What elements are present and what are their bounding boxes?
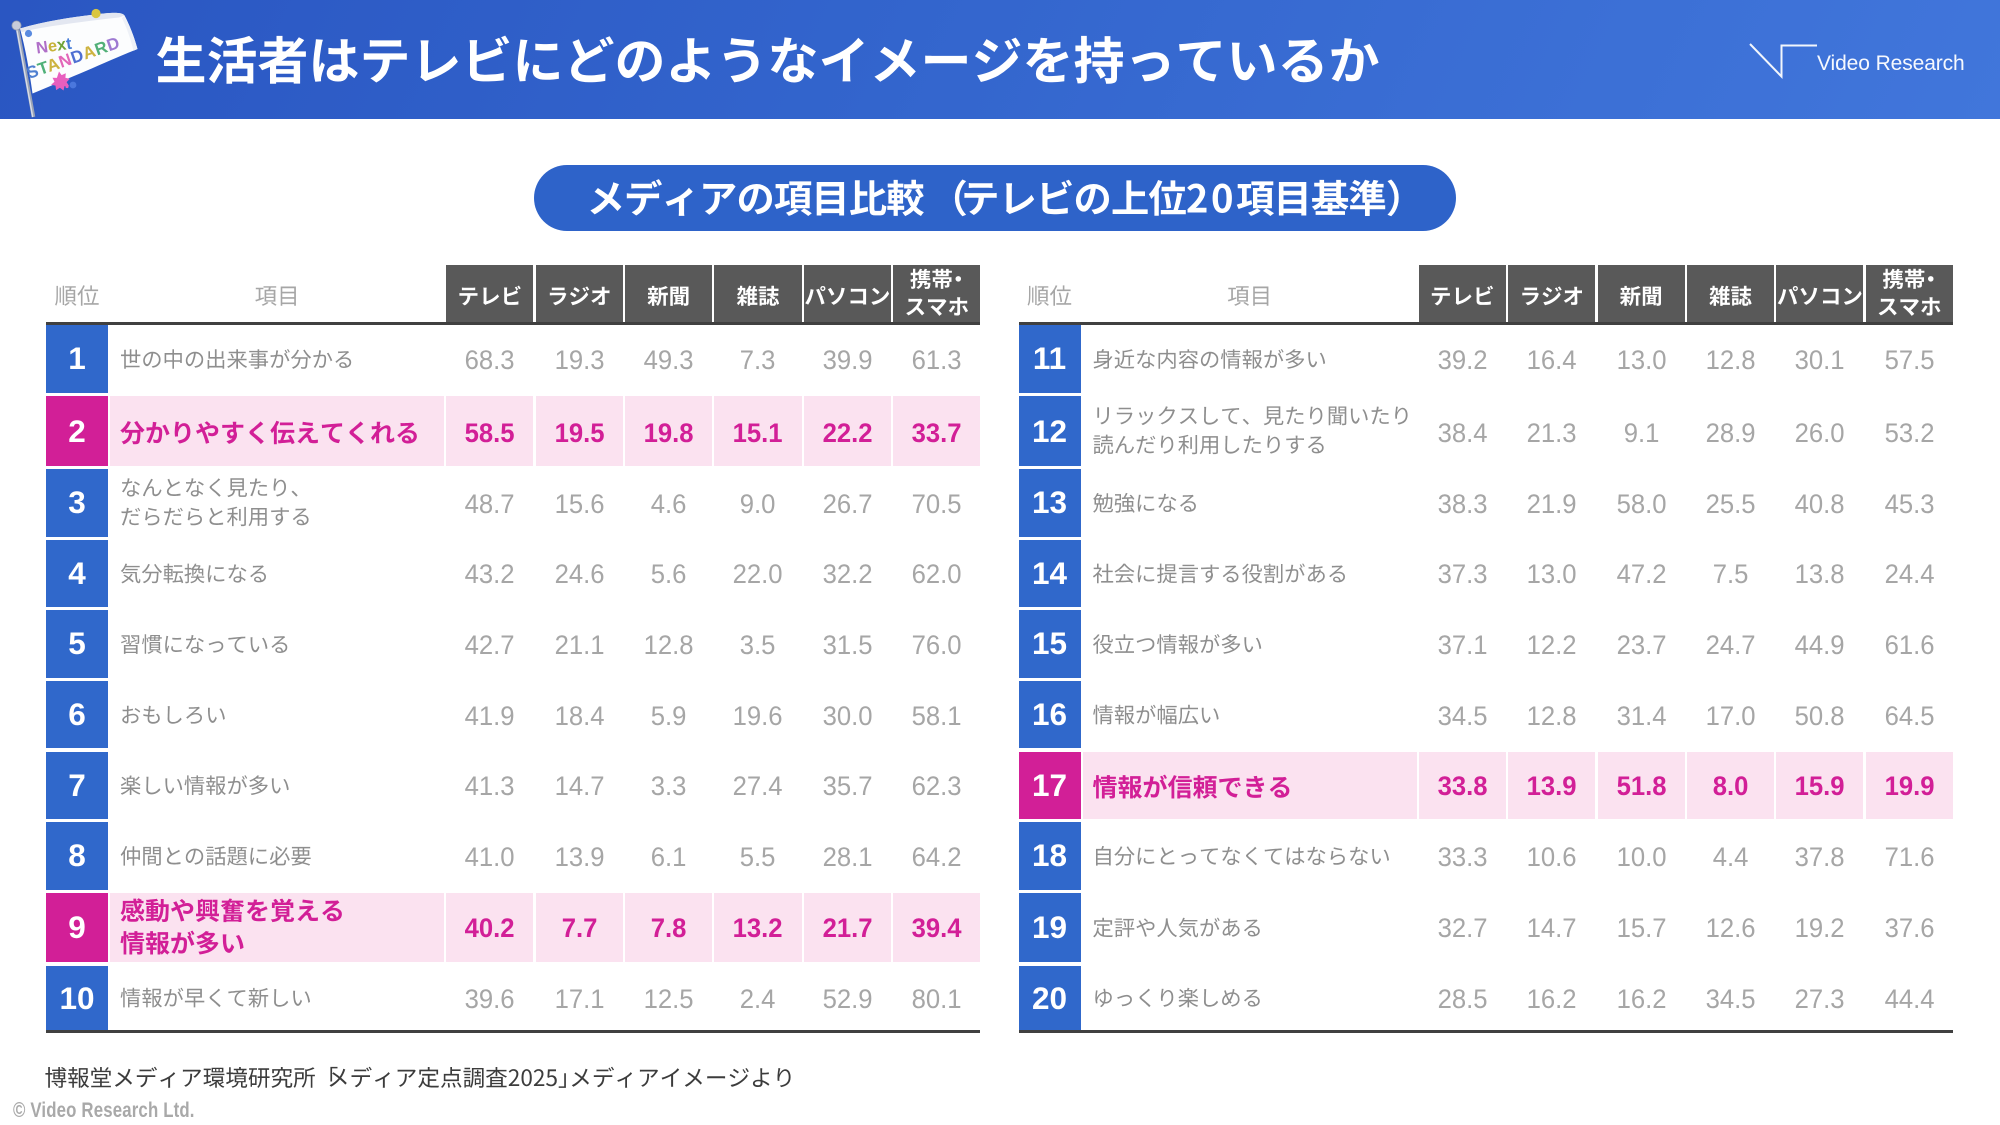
svg-text:Next: Next	[35, 35, 73, 58]
svg-text:Video Research: Video Research	[1817, 52, 1965, 75]
svg-text:STANDARD: STANDARD	[24, 33, 122, 83]
